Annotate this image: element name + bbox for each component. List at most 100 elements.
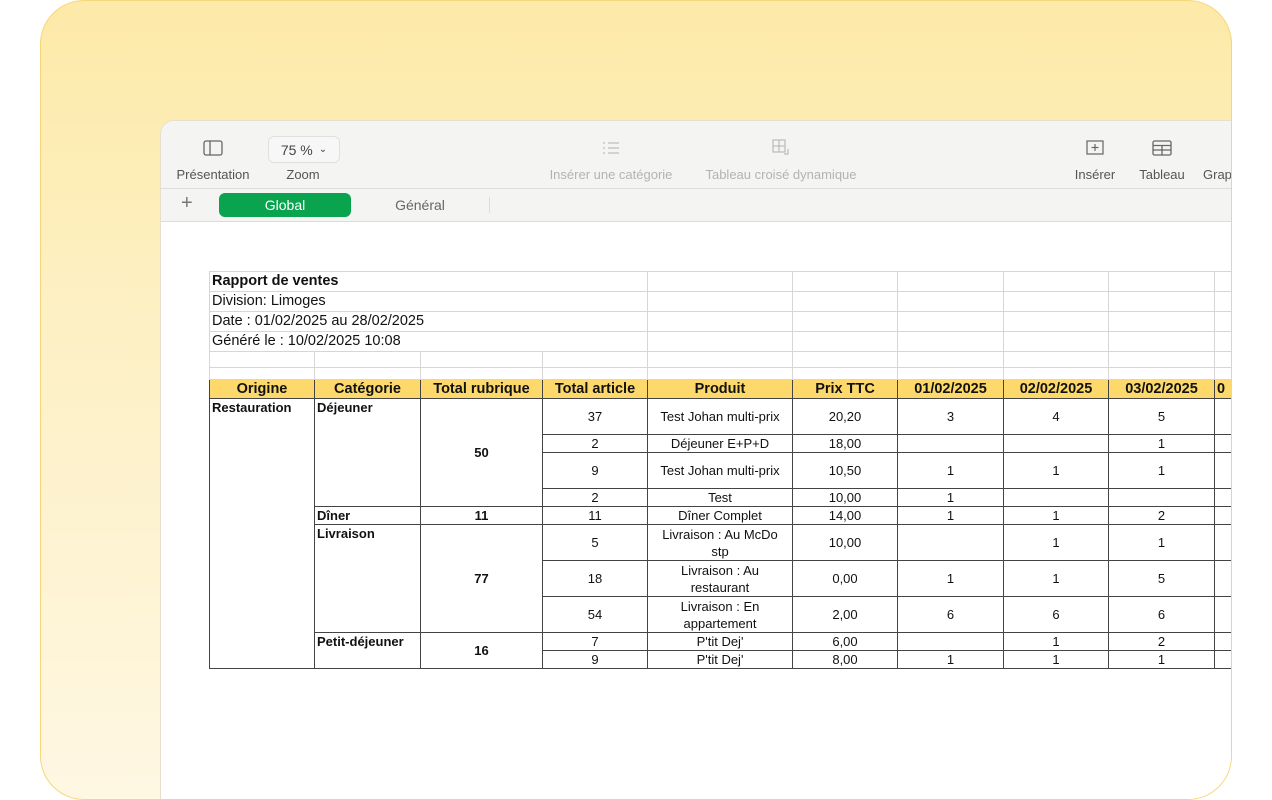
column-header[interactable]: Origine — [209, 379, 315, 399]
total-article-cell[interactable]: 9 — [542, 650, 648, 669]
day3-cell[interactable]: 2 — [1108, 632, 1215, 651]
total-article-cell[interactable]: 18 — [542, 560, 648, 597]
total-article-cell[interactable]: 54 — [542, 596, 648, 633]
day1-cell[interactable]: 6 — [897, 596, 1004, 633]
empty-cell[interactable] — [542, 367, 648, 380]
price-cell[interactable]: 8,00 — [792, 650, 898, 669]
day1-cell[interactable]: 1 — [897, 488, 1004, 507]
column-header[interactable]: Catégorie — [314, 379, 421, 399]
chart-button[interactable]: Grap — [1203, 137, 1231, 182]
empty-cell[interactable] — [1214, 488, 1231, 507]
empty-cell[interactable] — [1003, 367, 1109, 380]
day2-cell[interactable]: 1 — [1003, 632, 1109, 651]
empty-cell[interactable] — [1003, 311, 1109, 332]
total-article-cell[interactable]: 7 — [542, 632, 648, 651]
empty-cell[interactable] — [1108, 291, 1215, 312]
empty-cell[interactable] — [1214, 331, 1231, 352]
total-article-cell[interactable]: 11 — [542, 506, 648, 525]
report-title[interactable]: Rapport de ventes — [209, 271, 648, 292]
product-cell[interactable]: Livraison : Au McDo stp — [647, 524, 793, 561]
total-rubrique-cell[interactable]: 11 — [420, 506, 543, 525]
report-date-range[interactable]: Date : 01/02/2025 au 28/02/2025 — [209, 311, 648, 332]
total-article-cell[interactable]: 37 — [542, 398, 648, 435]
price-cell[interactable]: 14,00 — [792, 506, 898, 525]
empty-cell[interactable] — [420, 367, 543, 380]
empty-cell[interactable] — [314, 351, 421, 368]
category-cell[interactable]: Livraison — [314, 524, 421, 633]
day3-cell[interactable]: 5 — [1108, 560, 1215, 597]
total-rubrique-cell[interactable]: 50 — [420, 398, 543, 507]
day1-cell[interactable]: 1 — [897, 650, 1004, 669]
day1-cell[interactable] — [897, 434, 1004, 453]
column-header[interactable]: Prix TTC — [792, 379, 898, 399]
product-cell[interactable]: Livraison : En appartement — [647, 596, 793, 633]
day2-cell[interactable]: 1 — [1003, 506, 1109, 525]
empty-cell[interactable] — [1214, 367, 1231, 380]
empty-cell[interactable] — [647, 291, 793, 312]
empty-cell[interactable] — [1214, 311, 1231, 332]
empty-cell[interactable] — [647, 271, 793, 292]
day1-cell[interactable] — [897, 524, 1004, 561]
day2-cell[interactable]: 6 — [1003, 596, 1109, 633]
day2-cell[interactable]: 1 — [1003, 452, 1109, 489]
empty-cell[interactable] — [209, 351, 315, 368]
empty-cell[interactable] — [1108, 331, 1215, 352]
day3-cell[interactable]: 2 — [1108, 506, 1215, 525]
insert-button[interactable]: Insérer — [1066, 137, 1124, 182]
day3-cell[interactable]: 6 — [1108, 596, 1215, 633]
empty-cell[interactable] — [314, 367, 421, 380]
day2-cell[interactable]: 4 — [1003, 398, 1109, 435]
category-cell[interactable]: Déjeuner — [314, 398, 421, 507]
product-cell[interactable]: Livraison : Au restaurant — [647, 560, 793, 597]
empty-cell[interactable] — [792, 351, 898, 368]
day1-cell[interactable]: 3 — [897, 398, 1004, 435]
day1-cell[interactable]: 1 — [897, 560, 1004, 597]
day1-cell[interactable]: 1 — [897, 506, 1004, 525]
product-cell[interactable]: P'tit Dej' — [647, 650, 793, 669]
column-header[interactable]: 01/02/2025 — [897, 379, 1004, 399]
empty-cell[interactable] — [897, 291, 1004, 312]
empty-cell[interactable] — [1214, 291, 1231, 312]
price-cell[interactable]: 2,00 — [792, 596, 898, 633]
total-article-cell[interactable]: 2 — [542, 488, 648, 507]
empty-cell[interactable] — [1214, 524, 1231, 561]
empty-cell[interactable] — [1214, 351, 1231, 368]
empty-cell[interactable] — [1214, 452, 1231, 489]
empty-cell[interactable] — [1214, 632, 1231, 651]
empty-cell[interactable] — [897, 367, 1004, 380]
price-cell[interactable]: 10,00 — [792, 488, 898, 507]
day3-cell[interactable]: 1 — [1108, 434, 1215, 453]
origin-cell[interactable]: Restauration — [209, 398, 315, 669]
day2-cell[interactable] — [1003, 488, 1109, 507]
empty-cell[interactable] — [897, 351, 1004, 368]
product-cell[interactable]: Test Johan multi-prix — [647, 398, 793, 435]
insert-category-button[interactable]: Insérer une catégorie — [539, 137, 683, 182]
empty-cell[interactable] — [1108, 271, 1215, 292]
empty-cell[interactable] — [1214, 560, 1231, 597]
day3-cell[interactable] — [1108, 488, 1215, 507]
product-cell[interactable]: Test Johan multi-prix — [647, 452, 793, 489]
tab-global[interactable]: Global — [219, 193, 351, 217]
column-header[interactable]: 0 — [1214, 379, 1231, 399]
product-cell[interactable]: Test — [647, 488, 793, 507]
table-button[interactable]: Tableau — [1133, 137, 1191, 182]
empty-cell[interactable] — [1108, 311, 1215, 332]
empty-cell[interactable] — [1214, 271, 1231, 292]
empty-cell[interactable] — [542, 351, 648, 368]
report-division[interactable]: Division: Limoges — [209, 291, 648, 312]
pivot-table-button[interactable]: Tableau croisé dynamique — [695, 137, 867, 182]
day2-cell[interactable]: 1 — [1003, 650, 1109, 669]
empty-cell[interactable] — [647, 351, 793, 368]
column-header[interactable]: Produit — [647, 379, 793, 399]
empty-cell[interactable] — [792, 331, 898, 352]
price-cell[interactable]: 10,50 — [792, 452, 898, 489]
empty-cell[interactable] — [1108, 351, 1215, 368]
empty-cell[interactable] — [647, 367, 793, 380]
empty-cell[interactable] — [420, 351, 543, 368]
empty-cell[interactable] — [1214, 434, 1231, 453]
empty-cell[interactable] — [1214, 398, 1231, 435]
total-article-cell[interactable]: 2 — [542, 434, 648, 453]
empty-cell[interactable] — [1003, 351, 1109, 368]
empty-cell[interactable] — [1108, 367, 1215, 380]
day3-cell[interactable]: 1 — [1108, 524, 1215, 561]
